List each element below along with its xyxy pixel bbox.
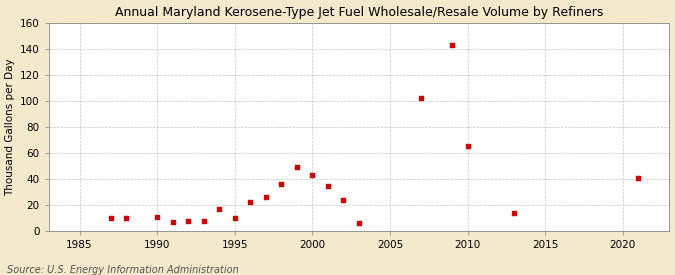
Point	[152, 214, 163, 219]
Title: Annual Maryland Kerosene-Type Jet Fuel Wholesale/Resale Volume by Refiners: Annual Maryland Kerosene-Type Jet Fuel W…	[115, 6, 603, 18]
Point	[214, 207, 225, 211]
Point	[198, 219, 209, 223]
Point	[633, 175, 644, 180]
Point	[509, 211, 520, 215]
Point	[121, 216, 132, 220]
Point	[323, 183, 333, 188]
Point	[183, 219, 194, 223]
Point	[292, 165, 302, 169]
Point	[230, 216, 240, 220]
Point	[416, 96, 427, 100]
Text: Source: U.S. Energy Information Administration: Source: U.S. Energy Information Administ…	[7, 265, 238, 275]
Point	[338, 198, 349, 202]
Point	[245, 200, 256, 205]
Y-axis label: Thousand Gallons per Day: Thousand Gallons per Day	[5, 58, 16, 196]
Point	[354, 221, 364, 226]
Point	[261, 195, 271, 199]
Point	[462, 144, 473, 148]
Point	[167, 220, 178, 224]
Point	[105, 216, 116, 220]
Point	[447, 42, 458, 47]
Point	[276, 182, 287, 186]
Point	[307, 173, 318, 177]
